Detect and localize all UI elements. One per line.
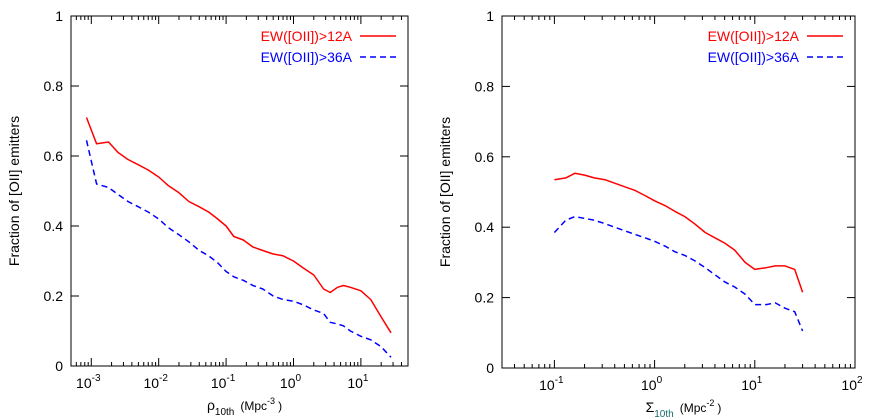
x-tick-label: 100 (641, 375, 663, 393)
series-line-2 (85, 140, 392, 358)
x-tick-label: 101 (347, 373, 369, 391)
x-axis-label: ρ10th (Mpc-3) (207, 396, 282, 417)
y-axis-label: Fraction of [OII] emitters (437, 117, 453, 267)
x-tick-exponent: 1 (363, 373, 369, 384)
series-line-1 (554, 172, 804, 293)
y-tick-label: 0 (55, 358, 63, 374)
x-tick-exponent: 0 (657, 375, 663, 386)
x-axis-unit-exponent: -3 (267, 396, 275, 406)
x-tick-label: 101 (741, 375, 763, 393)
x-axis-symbol: ρ (207, 397, 215, 413)
legend-label-2: EW([OII])>36A (261, 49, 353, 65)
y-tick-label: 0.2 (44, 288, 64, 304)
y-tick-label: 0 (486, 360, 494, 376)
x-axis-unit: (Mpc (240, 399, 267, 413)
y-tick-label: 0.6 (475, 149, 495, 165)
x-tick-base: 10 (841, 377, 857, 393)
x-tick-base: 10 (76, 375, 92, 391)
plot-frame (70, 15, 409, 367)
legend-label-1: EW([OII])>12A (261, 28, 353, 44)
x-tick-base: 10 (211, 375, 227, 391)
x-tick-exponent: 1 (757, 375, 763, 386)
x-tick-label: 10-2 (143, 373, 168, 391)
x-tick-exponent: -1 (555, 375, 564, 386)
x-tick-label: 10-1 (211, 373, 236, 391)
x-tick-label: 100 (280, 373, 302, 391)
x-tick-exponent: 2 (857, 375, 863, 386)
y-tick-label: 0.4 (475, 219, 495, 235)
x-axis-subscript: 10th (654, 409, 673, 417)
x-tick-exponent: 0 (295, 373, 301, 384)
x-tick-base: 10 (641, 377, 657, 393)
x-axis-unit-exponent: -2 (706, 398, 714, 408)
x-tick-exponent: -3 (92, 373, 101, 384)
y-tick-label: 0.6 (44, 148, 64, 164)
y-tick-label: 0.4 (44, 218, 64, 234)
y-tick-label: 1 (55, 8, 63, 24)
plot-frame (501, 15, 856, 369)
x-axis-label: Σ10th (Mpc-2) (646, 398, 722, 417)
x-tick-base: 10 (143, 375, 159, 391)
legend-label-1: EW([OII])>12A (708, 28, 800, 44)
x-tick-exponent: -2 (159, 373, 168, 384)
x-tick-base: 10 (741, 377, 757, 393)
x-axis-symbol: Σ (646, 399, 655, 415)
series-line-2 (553, 215, 804, 332)
x-tick-base: 10 (347, 375, 363, 391)
x-axis-subscript: 10th (215, 407, 234, 417)
x-tick-exponent: -1 (226, 373, 235, 384)
y-tick-label: 1 (486, 8, 494, 24)
y-tick-label: 0.2 (475, 290, 495, 306)
x-tick-label: 10-1 (539, 375, 564, 393)
legend-label-2: EW([OII])>36A (708, 49, 800, 65)
y-tick-label: 0.8 (475, 78, 495, 94)
series-line-1 (85, 117, 392, 334)
x-tick-label: 102 (841, 375, 863, 393)
x-tick-base: 10 (280, 375, 296, 391)
x-tick-base: 10 (539, 377, 555, 393)
x-axis-unit-close: ) (278, 399, 282, 413)
x-axis-unit: (Mpc (680, 401, 707, 415)
x-axis-unit-close: ) (717, 401, 721, 415)
y-axis-label: Fraction of [OII] emitters (6, 116, 22, 266)
y-tick-label: 0.8 (44, 78, 64, 94)
x-tick-label: 10-3 (76, 373, 101, 391)
